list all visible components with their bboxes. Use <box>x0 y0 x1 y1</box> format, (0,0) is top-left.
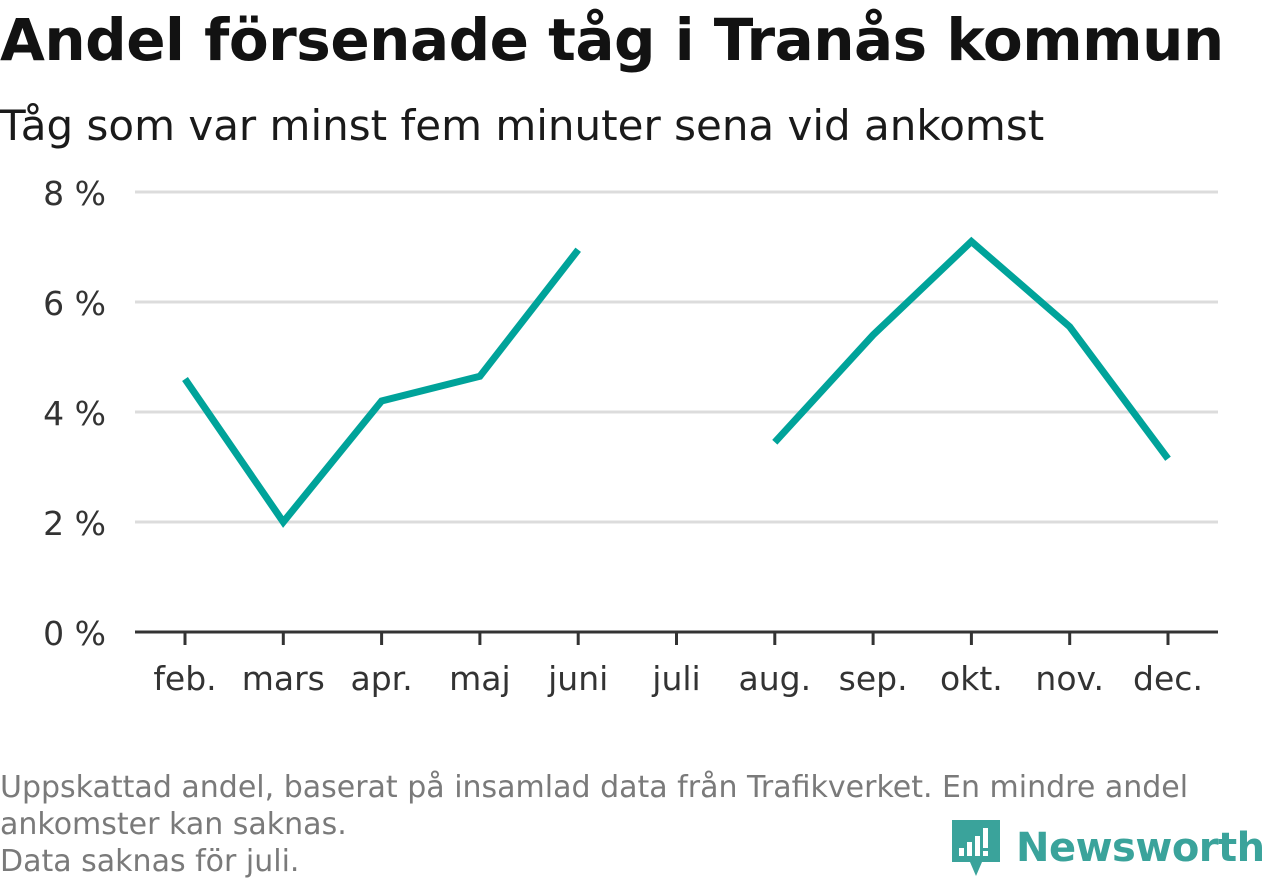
brand-name: Newsworthy <box>1016 825 1262 871</box>
y-tick-label: 0 % <box>43 614 106 653</box>
series-line <box>772 236 1171 461</box>
x-tick-label: okt. <box>940 659 1003 698</box>
x-tick-label: dec. <box>1133 659 1203 698</box>
x-tick-label: maj <box>449 659 511 698</box>
newsworthy-logo-icon <box>952 820 1000 876</box>
y-tick-label: 8 % <box>43 174 106 213</box>
footnote-line: Uppskattad andel, baserat på insamlad da… <box>0 770 1189 805</box>
x-tick-label: juli <box>651 659 700 698</box>
y-axis-ticks: 0 % 2 % 4 % 6 % 8 % <box>43 174 106 653</box>
y-tick-label: 6 % <box>43 284 106 323</box>
x-tick-label: sep. <box>839 659 908 698</box>
x-tick-label: aug. <box>739 659 812 698</box>
y-tick-label: 4 % <box>43 394 106 433</box>
x-tick-label: juni <box>547 659 608 698</box>
chart-title: Andel försenade tåg i Tranås kommun <box>0 6 1224 74</box>
brand-logo: Newsworthy <box>950 818 1262 878</box>
footnote-line: Data saknas för juli. <box>0 844 300 879</box>
footnote-line: ankomster kan saknas. <box>0 807 347 842</box>
x-tick-label: mars <box>242 659 325 698</box>
y-tick-label: 2 % <box>43 504 106 543</box>
x-tick-label: apr. <box>350 659 412 698</box>
x-tick-label: feb. <box>153 659 216 698</box>
series-line <box>182 247 581 528</box>
footnote: Uppskattad andel, baserat på insamlad da… <box>0 769 1255 880</box>
x-tick-label: nov. <box>1035 659 1104 698</box>
series-lines <box>182 236 1171 528</box>
chart-subtitle: Tåg som var minst fem minuter sena vid a… <box>0 101 1045 150</box>
gridlines <box>135 190 1218 524</box>
x-axis: feb. mars apr. maj juni juli aug. sep. okt. nov. d… <box>135 630 1218 698</box>
